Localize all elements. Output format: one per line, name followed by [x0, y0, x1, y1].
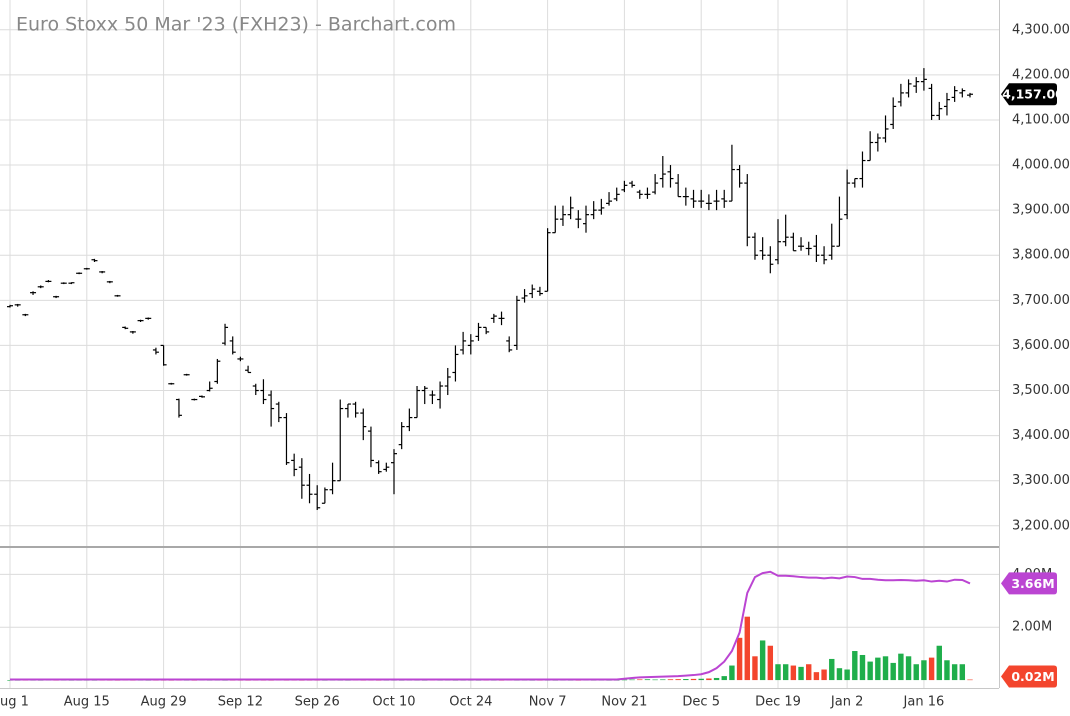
volume-bar [928, 657, 935, 681]
x-tick-label: Sep 26 [295, 695, 340, 710]
volume-bar [844, 669, 850, 681]
volume-bar [752, 656, 758, 681]
last-volume-marker: 0.02M [1001, 665, 1057, 688]
last-volume-marker-box [1001, 665, 1057, 688]
chart-title: Euro Stoxx 50 Mar '23 (FXH23) - Barchart… [16, 14, 456, 36]
volume-bar [859, 654, 866, 681]
y-tick-label: 3,400.00 [1012, 428, 1070, 443]
mark-layer [7, 68, 973, 681]
volume-bar [813, 672, 820, 681]
volume-bar [875, 657, 881, 681]
x-tick-label: Dec 5 [682, 695, 720, 710]
volume-bar [706, 678, 712, 681]
volume-bar [775, 664, 781, 681]
y-tick-label: 3,700.00 [1012, 293, 1070, 308]
volume-bar [690, 678, 697, 681]
volume-bar [767, 645, 774, 681]
volume-average-marker-label: 3.66M [1011, 576, 1054, 591]
volume-bar [721, 676, 727, 681]
y-tick-label: 4,100.00 [1012, 112, 1070, 127]
volume-bar [951, 664, 958, 681]
volume-bar [798, 666, 804, 681]
volume-bar [852, 651, 858, 681]
y-tick-label: 3,800.00 [1012, 248, 1070, 263]
y-tick-label: 3,500.00 [1012, 383, 1070, 398]
y-tick-label: 3,300.00 [1012, 473, 1070, 488]
volume-bar [936, 645, 942, 681]
volume-average-marker: 3.66M [1001, 572, 1057, 595]
last-price-marker-label: 4,157.00 [1002, 87, 1064, 102]
volume-bar [867, 661, 873, 681]
volume-bar [836, 668, 843, 681]
y-tick-label: 4,200.00 [1012, 67, 1070, 82]
volume-bar [667, 679, 674, 681]
volume-bar [882, 656, 889, 681]
volume-bar [629, 679, 635, 681]
x-tick-label: Nov 21 [601, 695, 647, 710]
volume-bar [898, 653, 904, 681]
volume-average-marker-box [1001, 572, 1057, 595]
volume-bar [698, 678, 704, 681]
volume-bar [637, 679, 643, 681]
volume-bar [790, 665, 797, 681]
x-tick-label: Sep 12 [218, 695, 263, 710]
volume-bar [744, 616, 750, 681]
volume-bar [806, 664, 812, 681]
volume-bar [729, 665, 735, 681]
x-tick-label: Nov 7 [529, 695, 567, 710]
last-price-marker: 4,157.00 [1001, 83, 1064, 106]
last-price-marker-box [1001, 83, 1057, 106]
x-tick-label: Dec 19 [755, 695, 801, 710]
volume-bar [652, 679, 658, 681]
grid-layer [0, 0, 999, 688]
volume-bar [782, 664, 789, 681]
last-volume-marker-label: 0.02M [1011, 669, 1054, 684]
volume-bar [713, 677, 720, 681]
x-tick-label: Oct 24 [449, 695, 492, 710]
volume-bar [660, 679, 666, 681]
volume-bar [621, 679, 628, 681]
y-tick-label: 4,000.00 [1012, 158, 1070, 173]
y-tick-label: 3,200.00 [1012, 518, 1070, 533]
volume-bar [905, 656, 912, 681]
x-tick-label: Aug 15 [64, 695, 110, 710]
volume-bar [829, 658, 835, 681]
volume-bar [821, 669, 827, 681]
x-tick-label: Jan 16 [903, 695, 945, 710]
volume-bar [967, 679, 973, 681]
volume-bar [921, 660, 927, 681]
y-tick-label: 3,900.00 [1012, 203, 1070, 218]
volume-tick-label: 2.00M [1012, 620, 1052, 635]
volume-bar [644, 679, 651, 681]
x-tick-label: Jan 2 [830, 695, 863, 710]
y-tick-label: 4,300.00 [1012, 22, 1070, 37]
y-tick-label: 3,600.00 [1012, 338, 1070, 353]
volume-bar [736, 637, 743, 681]
volume-bar [913, 664, 919, 681]
volume-bar [959, 664, 966, 681]
volume-bar [890, 662, 896, 681]
volume-bar [683, 679, 689, 681]
volume-bar [675, 679, 681, 681]
volume-bar [944, 660, 950, 681]
x-tick-label: Aug 29 [141, 695, 187, 710]
x-tick-label: Oct 10 [372, 695, 415, 710]
x-tick-label: Aug 1 [0, 695, 29, 710]
volume-average-line [10, 570, 971, 681]
label-layer: 3,200.00 3,300.00 3,400.00 3,500.00 3,600.00… [0, 22, 1070, 709]
volume-bar [759, 640, 766, 681]
